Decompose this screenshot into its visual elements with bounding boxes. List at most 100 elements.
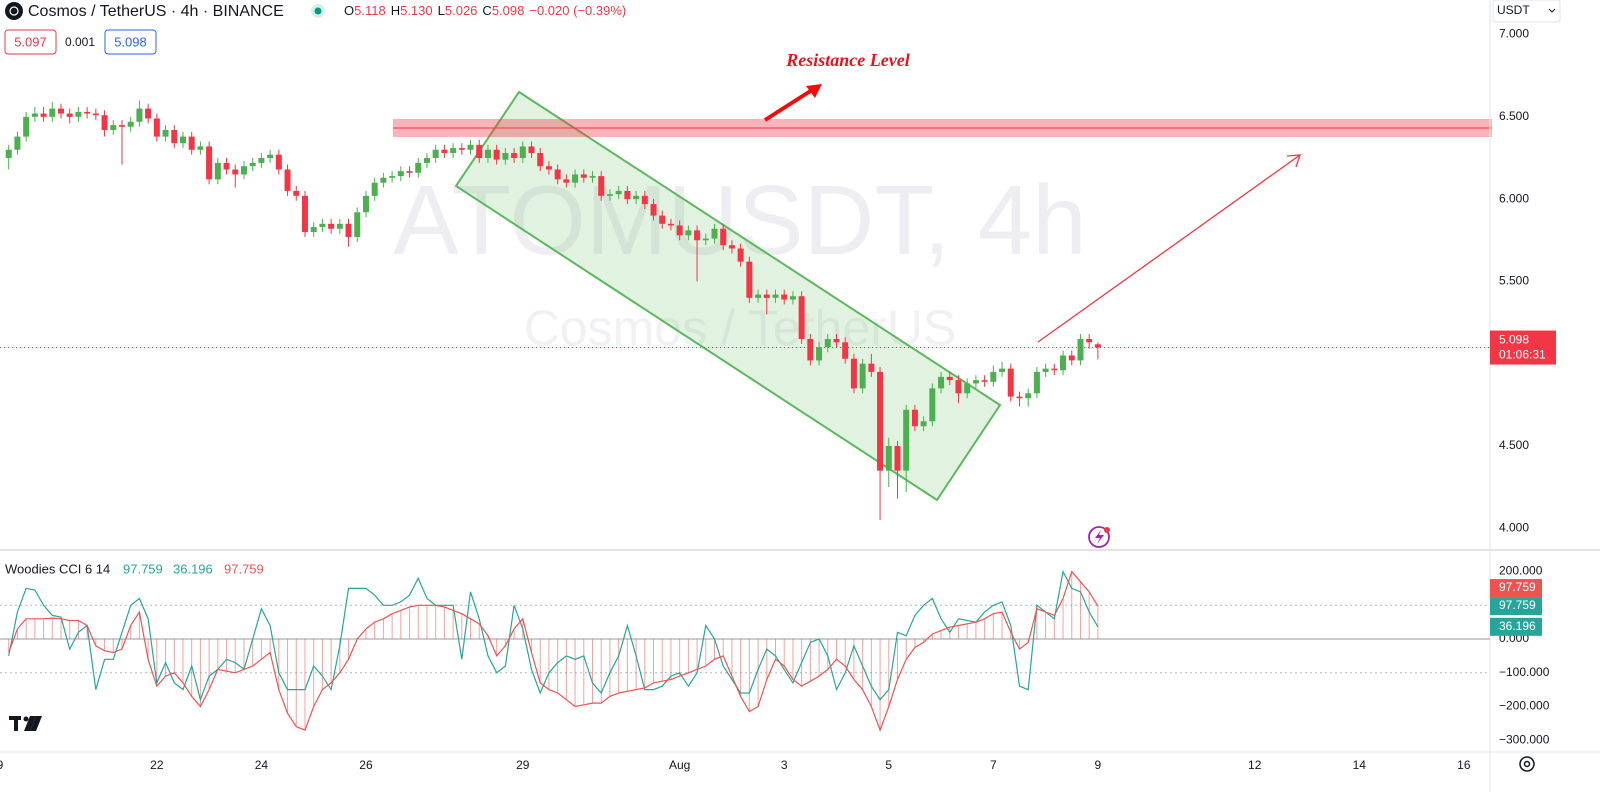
bar-countdown: 01:06:31 xyxy=(1499,348,1546,362)
value-tag xyxy=(1490,597,1542,616)
ohlc-prefix: O xyxy=(344,3,354,18)
candle-body xyxy=(406,171,413,173)
candle-body xyxy=(798,296,805,340)
ask-box[interactable] xyxy=(104,29,157,55)
candle-body xyxy=(249,162,256,167)
candle-body xyxy=(502,153,509,160)
candle-body xyxy=(720,228,727,246)
currency-select[interactable] xyxy=(1492,0,1561,23)
candle-body xyxy=(728,245,735,249)
x-tick-label: 7 xyxy=(990,758,997,772)
candle-body xyxy=(380,177,387,183)
x-tick-label: 9 xyxy=(0,758,4,772)
candle-body xyxy=(1094,344,1101,348)
candle-body xyxy=(589,176,596,178)
candle-body xyxy=(345,223,352,237)
candle-body xyxy=(598,176,605,196)
candle-body xyxy=(493,149,500,160)
candle-body xyxy=(389,176,396,178)
candle-body xyxy=(423,157,430,163)
settings-icon[interactable] xyxy=(1519,756,1535,772)
x-tick-label: 14 xyxy=(1353,758,1367,772)
annotation-arrow xyxy=(763,88,814,122)
candle-body xyxy=(31,113,38,117)
candle-body xyxy=(920,421,927,427)
candle-body xyxy=(807,339,814,361)
market-status-dot xyxy=(314,7,322,15)
candle-body xyxy=(458,148,465,150)
candle-body xyxy=(14,136,21,150)
ohlc-open: 5.118 xyxy=(354,3,386,18)
candles xyxy=(5,100,1101,521)
candle-body xyxy=(101,115,108,131)
candle-body xyxy=(737,248,744,262)
candle-body xyxy=(484,149,491,158)
ohlc-low: 5.026 xyxy=(445,3,478,18)
y-tick-label: 6.000 xyxy=(1499,191,1529,205)
candle-body xyxy=(833,339,840,343)
x-tick-label: 29 xyxy=(516,758,530,772)
candle-body xyxy=(903,409,910,471)
candle-body xyxy=(145,108,152,119)
candle-body xyxy=(563,179,570,183)
x-tick-label: 26 xyxy=(359,758,373,772)
candle-body xyxy=(746,261,753,298)
annotation-arrow-head xyxy=(806,84,822,98)
last-price-label: 5.098 xyxy=(1499,333,1529,347)
candle-body xyxy=(859,363,866,389)
candle-body xyxy=(258,157,265,163)
projection-arrow-head xyxy=(1286,154,1301,168)
candle-body xyxy=(49,108,56,117)
symbol-logo xyxy=(5,2,23,20)
candle-body xyxy=(75,111,82,117)
currency-chevron xyxy=(1548,8,1556,13)
candle-body xyxy=(171,130,178,144)
currency-label: USDT xyxy=(1497,3,1530,17)
candle-body xyxy=(1042,368,1049,372)
candle-body xyxy=(57,108,64,114)
candle-body xyxy=(972,380,979,384)
alert-dot xyxy=(1104,527,1110,533)
candle-body xyxy=(476,144,483,158)
symbol-logo-ring xyxy=(9,6,19,16)
candle-body xyxy=(467,144,474,150)
candle-body xyxy=(999,368,1006,372)
legend-value: 97.759 xyxy=(123,561,163,576)
candle-body xyxy=(293,190,300,196)
x-tick-label: 22 xyxy=(150,758,164,772)
candle-body xyxy=(624,190,631,200)
candle-body xyxy=(894,445,901,471)
candle-body xyxy=(755,294,762,298)
candle-body xyxy=(301,195,308,233)
y-tick-label: 7.000 xyxy=(1499,27,1529,41)
candle-body xyxy=(990,371,997,382)
alert-icon[interactable] xyxy=(1088,526,1110,548)
candle-body xyxy=(1051,368,1058,371)
candle-body xyxy=(441,149,448,154)
symbol-title[interactable]: Cosmos / TetherUS · 4h · BINANCE xyxy=(28,3,284,20)
candle-body xyxy=(92,113,99,116)
candle-body xyxy=(633,195,640,200)
logo-part xyxy=(24,716,36,731)
candle-body xyxy=(572,174,579,183)
logo-part xyxy=(23,716,29,722)
ohlc-high: 5.130 xyxy=(400,3,433,18)
candle-body xyxy=(66,113,73,117)
candle-body xyxy=(842,342,849,359)
candle-body xyxy=(685,230,692,236)
candle-body xyxy=(328,223,335,229)
candle-body xyxy=(650,204,657,216)
ohlc-prefix: H xyxy=(391,3,400,18)
candle-body xyxy=(694,230,701,241)
x-tick-label: 5 xyxy=(885,758,892,772)
bid-box[interactable] xyxy=(4,29,57,55)
cci-line xyxy=(8,569,1099,702)
candle-body xyxy=(528,146,535,154)
candle-body xyxy=(197,146,204,150)
candle-body xyxy=(84,111,91,114)
candle-body xyxy=(1077,339,1084,361)
candle-body xyxy=(850,358,857,389)
tradingview-logo xyxy=(9,716,42,731)
